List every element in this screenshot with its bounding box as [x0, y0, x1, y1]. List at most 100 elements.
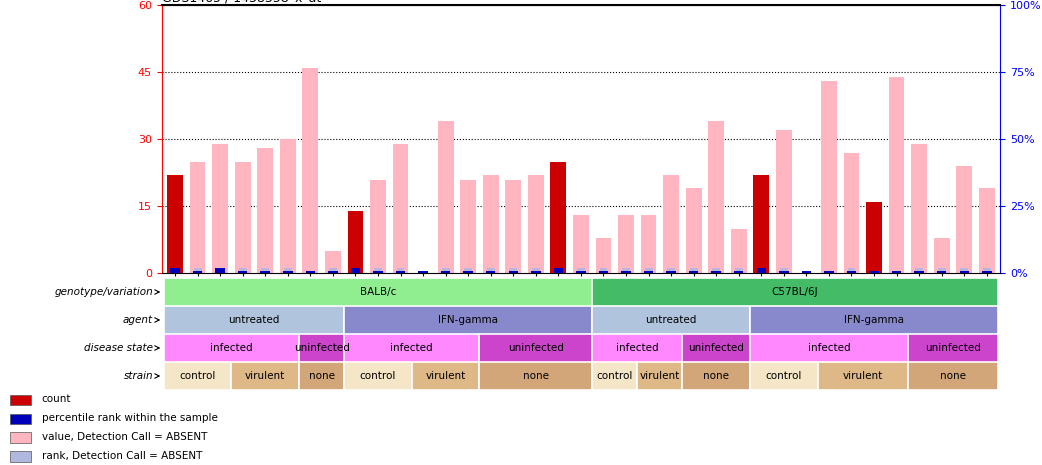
Bar: [734, 271, 744, 273]
Bar: [982, 271, 992, 273]
Bar: [866, 202, 882, 273]
Bar: [344, 306, 592, 334]
Bar: [442, 268, 449, 273]
Bar: [908, 334, 998, 362]
Bar: [438, 121, 453, 273]
Bar: [912, 144, 927, 273]
Bar: [508, 271, 518, 273]
Bar: [957, 166, 972, 273]
Bar: [305, 271, 315, 273]
Bar: [348, 211, 364, 273]
Bar: [257, 148, 273, 273]
Text: infected: infected: [210, 343, 253, 353]
Bar: [915, 268, 923, 273]
Bar: [283, 268, 292, 273]
Bar: [482, 175, 499, 273]
Bar: [167, 175, 183, 273]
Text: control: control: [359, 371, 396, 381]
Bar: [299, 334, 344, 362]
Text: count: count: [42, 394, 71, 405]
Bar: [171, 271, 179, 273]
Bar: [938, 268, 946, 273]
Bar: [464, 271, 473, 273]
Text: none: none: [523, 371, 549, 381]
Text: none: none: [308, 371, 334, 381]
Bar: [216, 268, 225, 273]
Bar: [10, 432, 31, 443]
Bar: [260, 271, 270, 273]
Bar: [461, 179, 476, 273]
Bar: [983, 268, 991, 273]
Text: strain: strain: [124, 371, 153, 381]
Bar: [393, 144, 408, 273]
Bar: [592, 362, 638, 390]
Bar: [164, 278, 592, 306]
Bar: [908, 362, 998, 390]
Bar: [531, 268, 540, 273]
Bar: [667, 271, 676, 273]
Bar: [441, 271, 450, 273]
Bar: [487, 268, 495, 273]
Bar: [479, 362, 592, 390]
Bar: [238, 271, 247, 273]
Text: none: none: [703, 371, 729, 381]
Bar: [618, 215, 634, 273]
Bar: [847, 268, 855, 273]
Bar: [10, 451, 31, 462]
Bar: [351, 271, 359, 273]
Bar: [599, 271, 609, 273]
Bar: [592, 278, 998, 306]
Bar: [690, 268, 697, 273]
Bar: [374, 268, 382, 273]
Text: control: control: [766, 371, 802, 381]
Bar: [712, 271, 721, 273]
Bar: [190, 162, 205, 273]
Bar: [934, 238, 949, 273]
Bar: [889, 77, 904, 273]
Bar: [419, 271, 427, 273]
Bar: [373, 271, 382, 273]
Text: BALB/c: BALB/c: [359, 287, 396, 297]
Bar: [683, 334, 750, 362]
Bar: [638, 362, 683, 390]
Text: GDS1465 / 1438358_x_at: GDS1465 / 1438358_x_at: [162, 0, 321, 4]
Bar: [709, 121, 724, 273]
Bar: [801, 271, 811, 273]
Bar: [869, 271, 878, 273]
Text: infected: infected: [808, 343, 850, 353]
Bar: [164, 334, 299, 362]
Bar: [465, 268, 472, 273]
Text: untreated: untreated: [645, 315, 697, 325]
Bar: [592, 334, 683, 362]
Bar: [170, 268, 180, 273]
Bar: [937, 271, 946, 273]
Text: value, Detection Call = ABSENT: value, Detection Call = ABSENT: [42, 432, 207, 442]
Bar: [231, 362, 299, 390]
Bar: [164, 306, 344, 334]
Bar: [592, 306, 750, 334]
Bar: [847, 271, 857, 273]
Bar: [750, 306, 998, 334]
Bar: [713, 268, 720, 273]
Bar: [915, 271, 924, 273]
Bar: [486, 271, 495, 273]
Bar: [621, 271, 630, 273]
Text: uninfected: uninfected: [507, 343, 564, 353]
Bar: [299, 362, 344, 390]
Bar: [351, 268, 361, 273]
Bar: [818, 362, 908, 390]
Bar: [779, 268, 788, 273]
Text: virulent: virulent: [245, 371, 286, 381]
Text: infected: infected: [391, 343, 433, 353]
Bar: [479, 334, 592, 362]
Text: infected: infected: [616, 343, 659, 353]
Bar: [686, 188, 701, 273]
Text: none: none: [940, 371, 966, 381]
Bar: [645, 268, 652, 273]
Bar: [550, 162, 566, 273]
Text: control: control: [597, 371, 632, 381]
Bar: [844, 153, 860, 273]
Bar: [193, 271, 202, 273]
Bar: [735, 268, 743, 273]
Text: uninfected: uninfected: [294, 343, 349, 353]
